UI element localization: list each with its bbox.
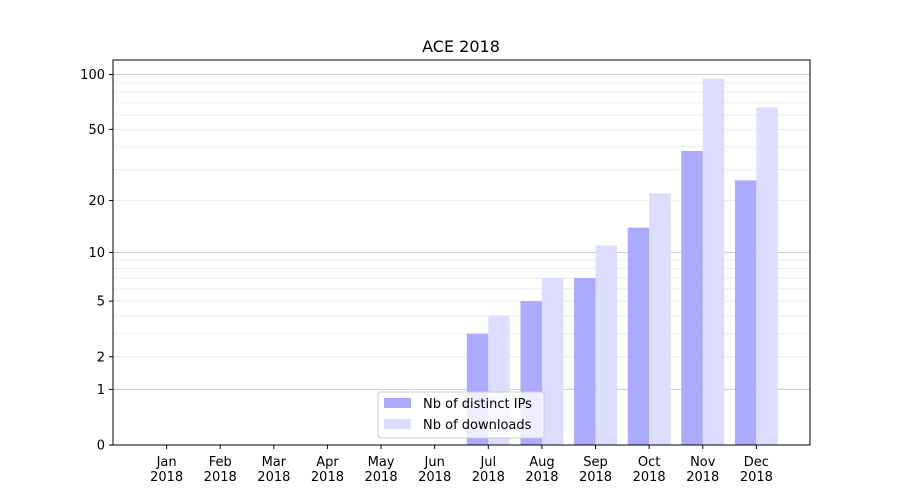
bar-distinct-ips xyxy=(734,180,757,446)
bar-downloads xyxy=(649,193,671,445)
y-tick-label: 100 xyxy=(80,68,105,83)
bar-distinct-ips xyxy=(627,227,650,445)
y-tick-label: 5 xyxy=(97,295,105,310)
y-tick-label: 1 xyxy=(97,383,105,398)
bar-downloads xyxy=(702,78,725,446)
x-tick-label: May 2018 xyxy=(365,455,398,485)
y-tick-label: 0 xyxy=(97,439,105,454)
x-tick-label: Jun 2018 xyxy=(418,455,451,485)
bar-downloads xyxy=(756,107,778,446)
legend-label: Nb of downloads xyxy=(423,418,532,433)
x-tick-label: Aug 2018 xyxy=(525,455,558,485)
x-tick-label: Apr 2018 xyxy=(311,455,344,485)
x-tick-label: Nov 2018 xyxy=(686,455,719,485)
x-tick-label: Sep 2018 xyxy=(579,455,612,485)
x-tick-label: Dec 2018 xyxy=(740,455,773,485)
y-tick-label: 10 xyxy=(88,246,105,261)
x-axis: Jan 2018 Feb 2018 Mar 2018 Apr 2018 May 2018 Jun 20… xyxy=(150,445,773,485)
bar-downloads xyxy=(541,278,564,445)
bar-downloads xyxy=(595,245,617,445)
bar-distinct-ips xyxy=(681,150,703,445)
bar-distinct-ips xyxy=(574,278,596,445)
legend-box xyxy=(377,391,545,439)
legend-swatch xyxy=(384,419,411,429)
y-tick-label: 20 xyxy=(88,194,105,209)
x-tick-label: Mar 2018 xyxy=(257,455,290,485)
y-tick-label: 2 xyxy=(97,350,105,365)
bars xyxy=(466,78,778,446)
legend: Nb of distinct IPs Nb of downloads xyxy=(377,391,545,439)
y-tick-label: 50 xyxy=(88,123,105,138)
x-tick-label: Jan 2018 xyxy=(150,455,183,485)
chart-title: ACE 2018 xyxy=(422,37,500,56)
legend-label: Nb of distinct IPs xyxy=(423,397,532,412)
x-tick-label: Jul 2018 xyxy=(472,455,505,485)
y-axis: 0 1 2 5 10 20 50 100 xyxy=(80,68,113,454)
x-tick-label: Oct 2018 xyxy=(633,455,666,485)
x-tick-label: Feb 2018 xyxy=(204,455,237,485)
legend-swatch xyxy=(384,398,411,408)
grid xyxy=(113,74,810,390)
